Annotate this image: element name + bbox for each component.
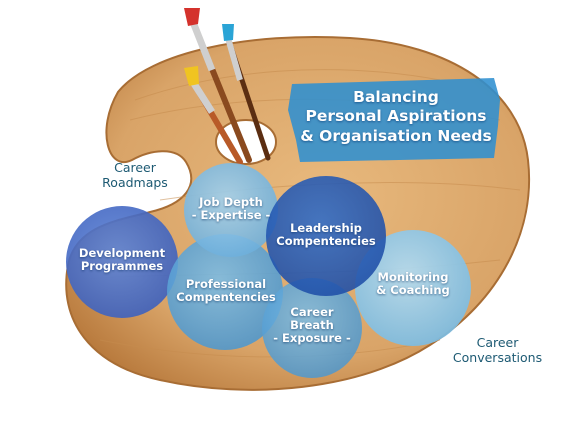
title-line-1: Balancing — [353, 88, 439, 106]
development-line-2: Programmes — [80, 259, 164, 274]
professional-line-2: Compentencies — [176, 290, 276, 305]
circle-leadership — [266, 176, 386, 296]
paint-brushes-icon — [184, 8, 271, 165]
label-job-depth: Job Depth - Expertise - — [186, 195, 276, 223]
label-leadership: Leadership Compentencies — [268, 221, 384, 249]
title-line-3: & Organisation Needs — [300, 126, 492, 145]
label-professional: Professional Compentencies — [170, 277, 282, 305]
label-career-breath: Career Breath - Exposure - — [266, 305, 358, 346]
circle-job-depth — [184, 163, 278, 257]
career-breath-line-2: Breath — [290, 318, 334, 333]
circle-group — [66, 163, 471, 378]
development-line-1: Development — [78, 246, 166, 260]
diagram-title: Balancing Personal Aspirations & Organis… — [292, 88, 500, 146]
circle-career-breath — [262, 278, 362, 378]
job-depth-line-1: Job Depth — [199, 195, 263, 209]
label-career-conversations: Career Conversations — [440, 335, 555, 365]
roadmaps-line-1: Career — [114, 160, 156, 175]
circle-development — [66, 206, 178, 318]
roadmaps-line-2: Roadmaps — [102, 175, 168, 190]
monitoring-line-1: Monitoring — [377, 270, 449, 284]
title-line-2: Personal Aspirations — [305, 107, 487, 126]
label-development-programmes: Development Programmes — [72, 246, 172, 274]
leadership-line-1: Leadership — [290, 221, 362, 235]
circle-professional — [167, 234, 283, 350]
leadership-line-2: Compentencies — [276, 234, 376, 249]
career-breath-line-1: Career — [290, 305, 334, 319]
career-breath-line-3: - Exposure - — [273, 331, 351, 346]
conversations-line-2: Conversations — [452, 350, 543, 365]
conversations-line-1: Career — [476, 335, 519, 350]
label-monitoring: Monitoring & Coaching — [365, 270, 461, 298]
label-career-roadmaps: Career Roadmaps — [90, 160, 180, 190]
monitoring-line-2: & Coaching — [376, 283, 450, 298]
job-depth-line-2: - Expertise - — [191, 208, 271, 223]
title-paint-splash — [288, 78, 500, 162]
professional-line-1: Professional — [185, 277, 267, 291]
circle-monitoring — [355, 230, 471, 346]
